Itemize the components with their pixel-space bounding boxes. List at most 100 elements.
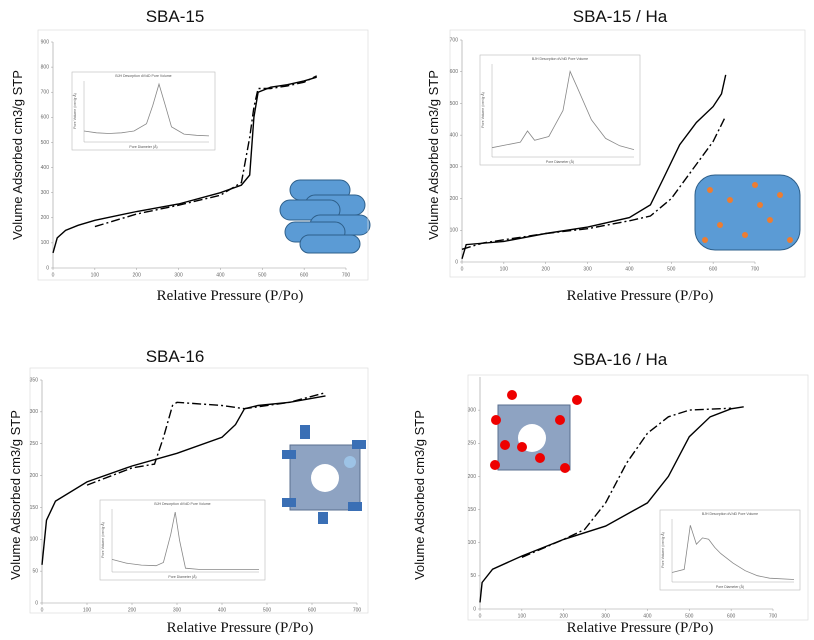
- inset-x-label: Pore Diameter (Å): [716, 584, 744, 589]
- y-tick-label: 300: [468, 407, 477, 413]
- x-tick-label: 600: [727, 613, 736, 619]
- y-tick-label: 250: [468, 441, 477, 447]
- inset-title: BJH Desorption dV/dD Pore Volume: [702, 512, 758, 516]
- x-tick-label: 700: [353, 607, 362, 613]
- chart-title: SBA-16 / Ha: [573, 350, 668, 369]
- inset-frame: [71, 71, 216, 151]
- inset-y-label: Pore Volume (cm³/g·Å): [480, 92, 485, 128]
- y-tick-label: 600: [450, 69, 459, 75]
- y-tick-label: 300: [41, 190, 50, 196]
- x-tick-label: 500: [258, 272, 267, 278]
- inset-title: BJH Desorption dV/dD Pore Volume: [154, 502, 210, 506]
- x-tick-label: 0: [461, 266, 464, 272]
- inset-frame: [479, 54, 641, 166]
- x-tick-label: 200: [133, 272, 142, 278]
- inset-x-label: Pore Diameter (Å): [168, 574, 196, 579]
- x-tick-label: 300: [173, 607, 182, 613]
- x-tick-label: 600: [308, 607, 317, 613]
- x-axis-label: Relative Pressure (P/Po): [157, 288, 304, 304]
- x-tick-label: 200: [542, 266, 551, 272]
- x-tick-label: 500: [263, 607, 272, 613]
- y-axis-label: Volume Adsorbed cm3/g STP: [10, 70, 25, 240]
- x-tick-label: 100: [518, 613, 527, 619]
- x-tick-label: 100: [83, 607, 92, 613]
- x-tick-label: 700: [769, 613, 778, 619]
- x-axis-label: Relative Pressure (P/Po): [567, 620, 714, 636]
- y-tick-label: 500: [450, 101, 459, 107]
- y-tick-label: 0: [35, 600, 38, 606]
- inset-frame: [99, 499, 266, 581]
- y-tick-label: 400: [450, 132, 459, 138]
- y-tick-label: 150: [30, 505, 39, 511]
- chart-title: SBA-15 / Ha: [573, 7, 668, 26]
- x-tick-label: 200: [128, 607, 137, 613]
- x-tick-label: 200: [560, 613, 569, 619]
- y-axis-label: Volume Adsorbed cm3/g STP: [8, 410, 23, 580]
- cage-illustration: [282, 425, 366, 524]
- x-tick-label: 700: [342, 272, 351, 278]
- y-tick-label: 500: [41, 140, 50, 146]
- x-tick-label: 600: [709, 266, 718, 272]
- x-axis-label: Relative Pressure (P/Po): [567, 288, 714, 304]
- x-tick-label: 300: [583, 266, 592, 272]
- x-tick-label: 0: [41, 607, 44, 613]
- y-tick-label: 700: [41, 90, 50, 96]
- y-tick-label: 250: [30, 441, 39, 447]
- x-tick-label: 100: [500, 266, 509, 272]
- x-tick-label: 100: [91, 272, 100, 278]
- y-tick-label: 200: [468, 474, 477, 480]
- y-axis-label: Volume Adsorbed cm3/g STP: [412, 410, 427, 580]
- y-tick-label: 100: [41, 240, 50, 246]
- isotherm-line: [86, 392, 326, 486]
- chart-title: SBA-16: [146, 347, 205, 366]
- inset-title: BJH Desorption dV/dD Pore Volume: [532, 57, 588, 61]
- isotherm-line: [521, 407, 732, 558]
- inset-line: [111, 512, 259, 570]
- isotherm-line: [479, 406, 744, 603]
- cylinders-illustration: [279, 179, 371, 254]
- y-tick-label: 100: [450, 228, 459, 234]
- x-tick-label: 400: [625, 266, 634, 272]
- inset-line: [671, 525, 795, 580]
- x-tick-label: 400: [216, 272, 225, 278]
- y-tick-label: 100: [30, 537, 39, 543]
- y-tick-label: 150: [468, 507, 477, 513]
- plot-frame: [449, 29, 806, 278]
- y-tick-label: 400: [41, 165, 50, 171]
- isotherm-line: [41, 395, 326, 565]
- y-tick-label: 700: [450, 37, 459, 43]
- loaded-cage-illustration: [490, 390, 582, 473]
- x-tick-label: 0: [479, 613, 482, 619]
- isotherm-line: [461, 115, 727, 250]
- chart-title: SBA-15: [146, 7, 205, 26]
- y-tick-label: 200: [41, 215, 50, 221]
- inset-title: BJH Desorption dV/dD Pore Volume: [115, 74, 171, 78]
- y-tick-label: 100: [468, 540, 477, 546]
- inset-y-label: Pore Volume (cm³/g·Å): [72, 93, 77, 129]
- x-tick-label: 500: [667, 266, 676, 272]
- inset-x-label: Pore Diameter (Å): [546, 159, 574, 164]
- x-tick-label: 300: [601, 613, 610, 619]
- y-tick-label: 50: [470, 573, 476, 579]
- y-tick-label: 900: [41, 39, 50, 45]
- x-tick-label: 700: [751, 266, 760, 272]
- plot-frame: [37, 29, 369, 281]
- plot-frame: [467, 374, 809, 621]
- loaded-cylinders-illustration: [694, 174, 801, 251]
- x-tick-label: 300: [174, 272, 183, 278]
- inset-frame: [659, 509, 801, 591]
- inset-y-label: Pore Volume (cm³/g·Å): [100, 522, 105, 558]
- x-tick-label: 0: [52, 272, 55, 278]
- y-tick-label: 600: [41, 115, 50, 121]
- y-tick-label: 300: [450, 164, 459, 170]
- y-axis-label: Volume Adsorbed cm3/g STP: [426, 70, 441, 240]
- isotherm-line: [461, 74, 727, 259]
- y-tick-label: 50: [32, 568, 38, 574]
- plot-frame: [29, 367, 369, 614]
- y-tick-label: 0: [455, 259, 458, 265]
- y-tick-label: 0: [46, 265, 49, 271]
- inset-x-label: Pore Diameter (Å): [129, 144, 157, 149]
- y-tick-label: 350: [30, 377, 39, 383]
- x-tick-label: 600: [300, 272, 309, 278]
